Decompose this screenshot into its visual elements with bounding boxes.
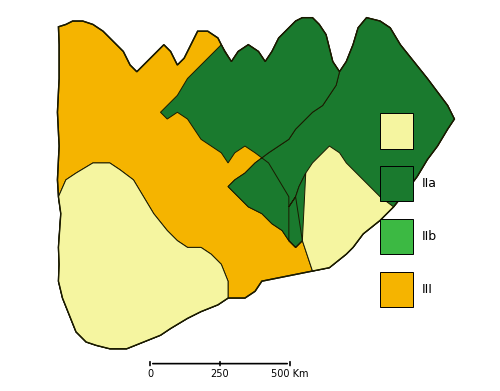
Polygon shape — [58, 18, 454, 349]
Text: III: III — [422, 283, 432, 296]
Polygon shape — [58, 163, 228, 349]
Polygon shape — [160, 18, 340, 248]
Polygon shape — [58, 163, 228, 349]
Text: 500 Km: 500 Km — [271, 369, 309, 379]
Text: 250: 250 — [210, 369, 230, 379]
Polygon shape — [289, 146, 394, 271]
Text: IIa: IIa — [422, 177, 436, 190]
Polygon shape — [228, 18, 454, 271]
Text: IIb: IIb — [422, 230, 436, 243]
Text: 0: 0 — [147, 369, 153, 379]
Text: I: I — [422, 124, 425, 138]
